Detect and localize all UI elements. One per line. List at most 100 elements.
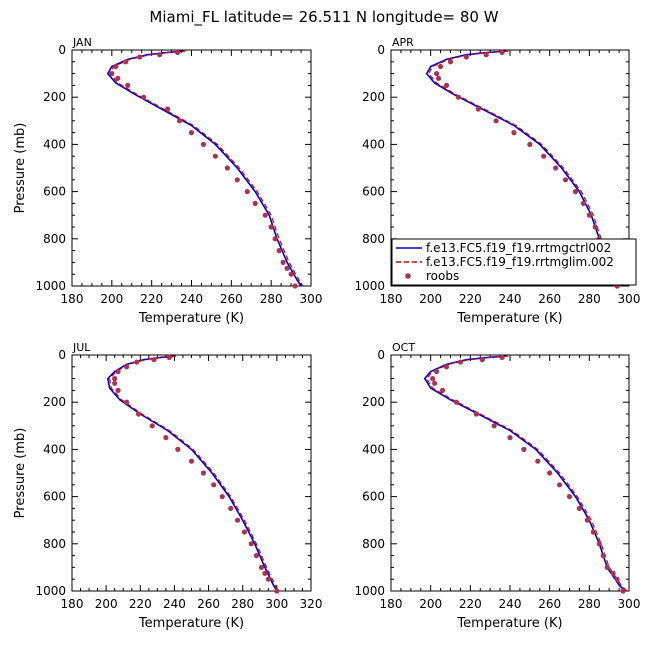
x-tick-label: 320	[300, 597, 323, 611]
roobs-point	[572, 189, 579, 195]
roobs-point	[115, 387, 121, 393]
lim-series-line	[108, 355, 280, 592]
roobs-point	[553, 165, 559, 171]
roobs-point	[527, 141, 533, 147]
roobs-point	[507, 435, 513, 441]
roobs-point	[265, 576, 271, 582]
roobs-point	[137, 54, 143, 60]
roobs-point	[151, 357, 157, 363]
x-tick-label: 240	[499, 292, 522, 306]
x-tick-label: 300	[618, 292, 641, 306]
roobs-point	[112, 376, 118, 382]
roobs-point	[280, 259, 286, 265]
roobs-point	[200, 470, 207, 476]
roobs-point	[224, 165, 230, 171]
x-axis-label: Temperature (K)	[138, 311, 244, 326]
roobs-point	[113, 63, 119, 70]
figure-title: Miami_FL latitude= 26.511 N longitude= 8…	[149, 8, 498, 27]
roobs-point	[479, 357, 485, 363]
y-tick-label: 800	[43, 537, 66, 551]
roobs-point	[592, 224, 598, 230]
roobs-point	[157, 52, 163, 58]
legend-entry-label: roobs	[426, 269, 459, 283]
roobs-point	[175, 446, 181, 452]
roobs-point	[547, 470, 553, 476]
y-tick-label: 600	[362, 490, 385, 504]
y-tick-label: 400	[43, 442, 66, 456]
y-tick-label: 600	[362, 185, 385, 199]
roobs-point	[124, 364, 130, 370]
x-tick-label: 180	[380, 597, 403, 611]
roobs-point	[614, 576, 620, 582]
roobs-point	[276, 248, 282, 254]
roobs-point	[253, 553, 259, 559]
roobs-point	[163, 435, 169, 441]
roobs-point	[584, 517, 590, 523]
roobs-point	[258, 564, 265, 571]
ctrl-series-line	[423, 355, 626, 592]
roobs-point	[135, 411, 142, 417]
x-tick-label: 280	[231, 597, 254, 611]
y-tick-label: 400	[362, 442, 385, 456]
roobs-point	[499, 354, 505, 360]
lim-series-line	[425, 355, 628, 592]
plot-frame	[71, 354, 312, 592]
x-axis-label: Temperature (K)	[456, 311, 562, 326]
legend-box	[391, 238, 637, 286]
roobs-point	[252, 200, 258, 206]
roobs-point	[211, 482, 217, 488]
y-tick-label: 200	[362, 90, 385, 104]
roobs-point	[228, 505, 234, 511]
y-tick-label: 600	[43, 185, 66, 199]
roobs-point	[234, 177, 240, 183]
roobs-point	[112, 380, 118, 386]
roobs-point	[463, 54, 469, 60]
roobs-point	[176, 118, 183, 124]
roobs-point	[439, 387, 446, 393]
roobs-point	[610, 570, 616, 576]
roobs-point	[124, 399, 130, 405]
roobs-point	[432, 380, 438, 386]
roobs-point	[453, 399, 460, 405]
x-tick-label: 260	[538, 292, 561, 306]
y-tick-label: 0	[58, 43, 66, 57]
roobs-point	[447, 59, 454, 65]
x-tick-label: 220	[459, 597, 482, 611]
y-tick-label: 0	[377, 43, 385, 57]
x-tick-label: 220	[459, 292, 482, 306]
x-tick-label: 200	[419, 597, 442, 611]
roobs-point	[288, 271, 294, 277]
roobs-point	[586, 212, 592, 218]
x-tick-label: 260	[197, 597, 220, 611]
x-tick-label: 220	[129, 597, 152, 611]
panel-label: APR	[392, 36, 414, 49]
chart-panel-jan: 180 200 220 240 260 280 300 0 200 400 600 800 1000 JA…	[13, 36, 322, 326]
y-tick-label: 800	[362, 232, 385, 246]
x-tick-label: 220	[140, 292, 163, 306]
roobs-point	[535, 458, 541, 464]
x-tick-label: 200	[100, 292, 123, 306]
x-tick-label: 280	[578, 597, 601, 611]
roobs-point	[590, 529, 596, 535]
ctrl-series-line	[106, 50, 302, 287]
roobs-point	[483, 52, 489, 58]
roobs-point	[165, 106, 171, 112]
roobs-point	[576, 505, 583, 511]
x-tick-label: 260	[220, 292, 243, 306]
roobs-point	[499, 49, 505, 55]
y-tick-label: 800	[362, 537, 385, 551]
y-tick-label: 200	[362, 395, 385, 409]
roobs-point	[115, 368, 121, 375]
roobs-point	[457, 359, 464, 365]
roobs-point	[556, 482, 563, 488]
roobs-point	[604, 564, 610, 571]
y-tick-label: 0	[58, 348, 66, 362]
roobs-point	[115, 75, 121, 81]
roobs-point	[174, 49, 181, 55]
roobs-point	[511, 130, 517, 136]
x-tick-label: 240	[180, 292, 203, 306]
roobs-point	[436, 75, 442, 81]
y-tick-label: 1000	[354, 279, 385, 293]
lim-series-line	[109, 50, 304, 287]
